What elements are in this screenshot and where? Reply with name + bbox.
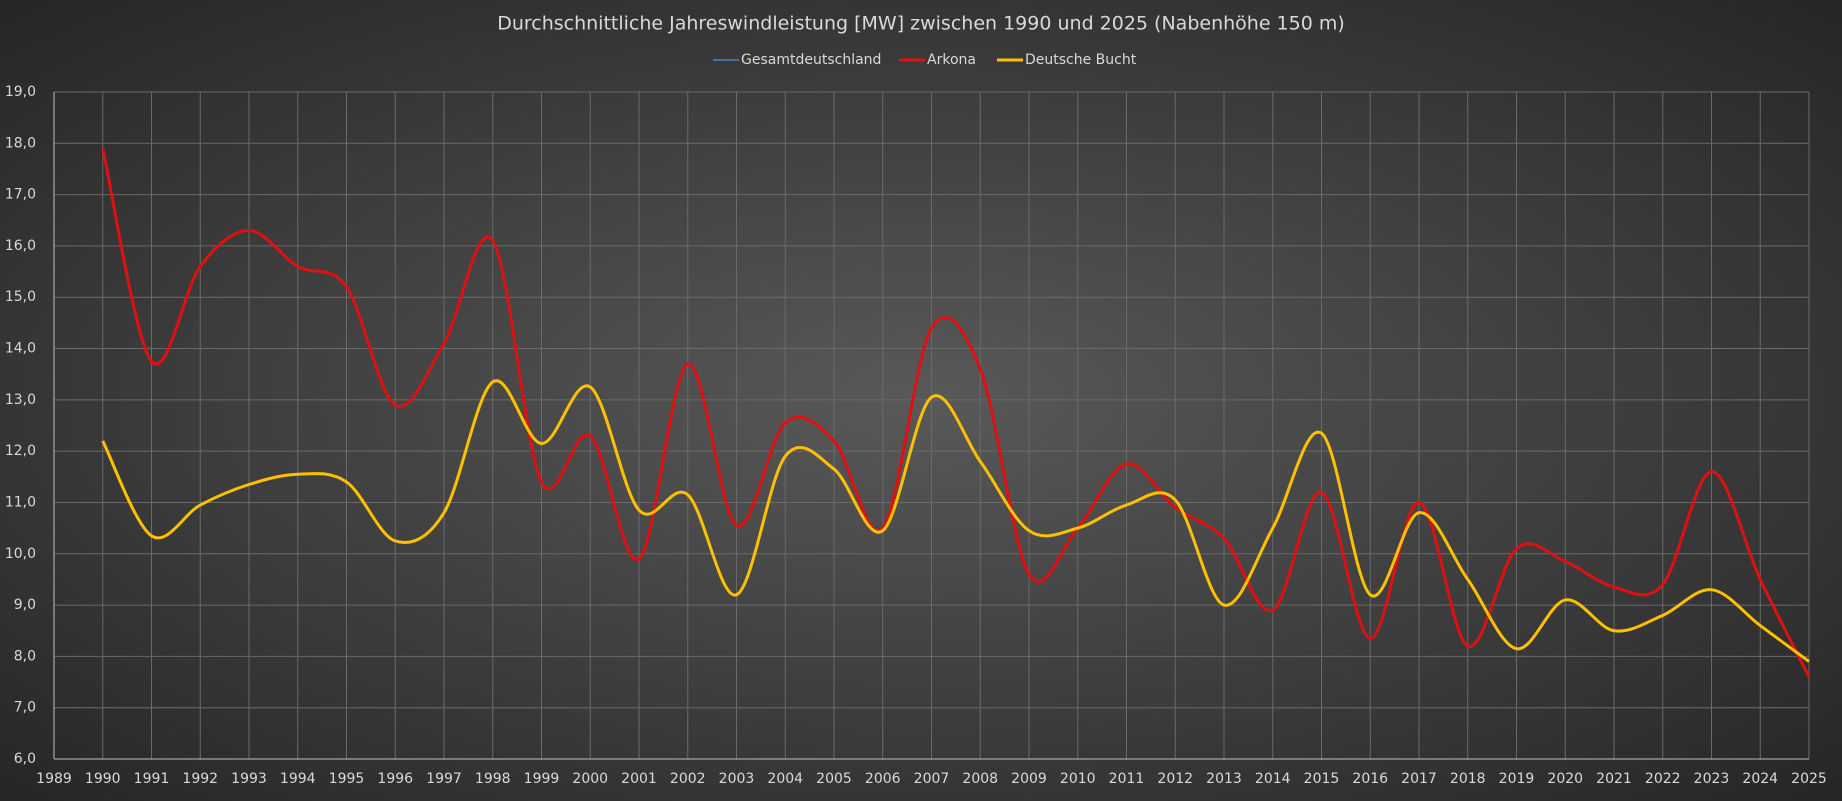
x-tick-label: 2014 bbox=[1255, 771, 1291, 787]
y-tick-label: 6,0 bbox=[14, 751, 36, 767]
y-tick-label: 12,0 bbox=[5, 443, 36, 459]
x-tick-label: 2000 bbox=[572, 771, 608, 787]
x-tick-label: 1992 bbox=[182, 771, 218, 787]
x-tick-label: 2017 bbox=[1401, 771, 1437, 787]
x-tick-label: 1993 bbox=[231, 771, 267, 787]
x-tick-label: 2003 bbox=[719, 771, 755, 787]
x-tick-label: 1998 bbox=[475, 771, 511, 787]
y-tick-label: 17,0 bbox=[5, 187, 36, 203]
y-tick-label: 11,0 bbox=[5, 494, 36, 510]
x-tick-label: 2008 bbox=[962, 771, 998, 787]
y-tick-label: 10,0 bbox=[5, 546, 36, 562]
y-tick-label: 18,0 bbox=[5, 135, 36, 151]
data-line bbox=[101, 379, 1810, 663]
x-tick-label: 1994 bbox=[280, 771, 316, 787]
x-tick-label: 1991 bbox=[134, 771, 170, 787]
y-tick-label: 14,0 bbox=[5, 341, 36, 357]
x-tick-label: 2022 bbox=[1645, 771, 1681, 787]
x-tick-label: 2001 bbox=[621, 771, 657, 787]
y-tick-label: 15,0 bbox=[5, 289, 36, 305]
legend-label: Arkona bbox=[927, 52, 976, 68]
x-tick-label: 2024 bbox=[1742, 771, 1778, 787]
x-tick-label: 2002 bbox=[670, 771, 706, 787]
legend-label: Deutsche Bucht bbox=[1025, 52, 1137, 68]
x-tick-label: 2013 bbox=[1206, 771, 1242, 787]
data-line bbox=[101, 148, 1811, 678]
x-tick-label: 1995 bbox=[329, 771, 365, 787]
y-tick-label: 16,0 bbox=[5, 238, 36, 254]
legend-label: Gesamtdeutschland bbox=[741, 52, 881, 68]
x-tick-label: 2006 bbox=[865, 771, 901, 787]
y-tick-label: 7,0 bbox=[14, 700, 36, 716]
x-tick-label: 2010 bbox=[1060, 771, 1096, 787]
x-tick-label: 2019 bbox=[1499, 771, 1535, 787]
x-tick-label: 2016 bbox=[1352, 771, 1388, 787]
y-tick-label: 9,0 bbox=[14, 597, 36, 613]
x-tick-label: 2023 bbox=[1694, 771, 1730, 787]
x-tick-label: 2004 bbox=[767, 771, 803, 787]
x-tick-label: 1997 bbox=[426, 771, 462, 787]
x-tick-label: 1999 bbox=[524, 771, 560, 787]
chart-title: Durchschnittliche Jahreswindleistung [MW… bbox=[497, 13, 1345, 35]
x-tick-label: 2009 bbox=[1011, 771, 1047, 787]
x-tick-label: 1989 bbox=[36, 771, 72, 787]
x-tick-label: 1990 bbox=[85, 771, 121, 787]
x-tick-label: 2021 bbox=[1596, 771, 1632, 787]
x-tick-label: 2020 bbox=[1547, 771, 1583, 787]
x-tick-label: 2012 bbox=[1157, 771, 1193, 787]
x-tick-label: 2011 bbox=[1109, 771, 1145, 787]
x-tick-label: 2007 bbox=[914, 771, 950, 787]
x-tick-label: 2015 bbox=[1304, 771, 1340, 787]
y-tick-label: 8,0 bbox=[14, 648, 36, 664]
x-tick-label: 2005 bbox=[816, 771, 852, 787]
x-tick-label: 2018 bbox=[1450, 771, 1486, 787]
x-tick-label: 2025 bbox=[1791, 771, 1827, 787]
x-tick-label: 1996 bbox=[377, 771, 413, 787]
y-tick-label: 19,0 bbox=[5, 84, 36, 100]
y-tick-label: 13,0 bbox=[5, 392, 36, 408]
